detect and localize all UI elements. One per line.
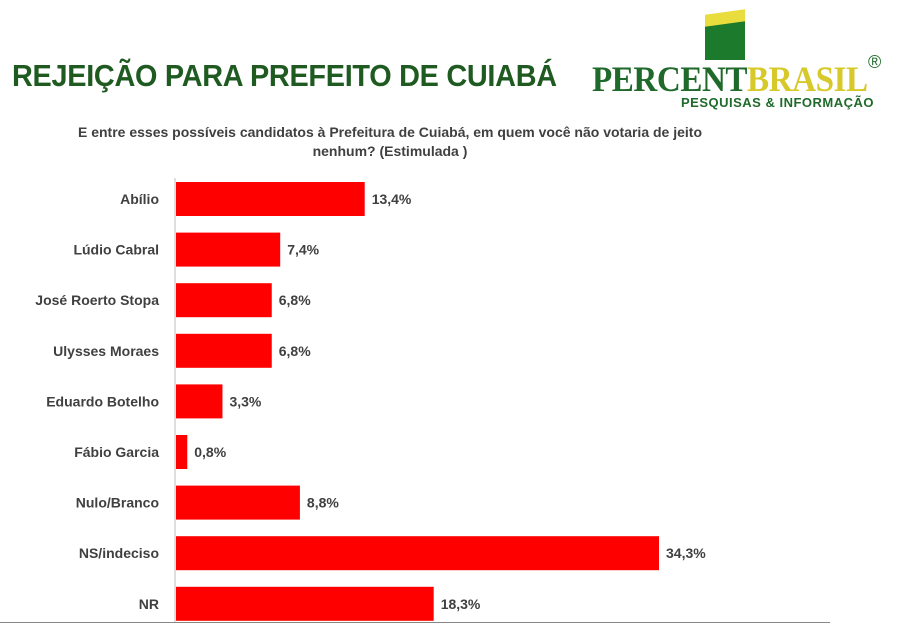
chart-question: E entre esses possíveis candidatos à Pre…	[77, 124, 702, 159]
value-label: 6,8%	[279, 292, 311, 308]
category-label: Abílio	[120, 191, 159, 207]
logo-tagline: PESQUISAS & INFORMAÇÃO	[681, 95, 875, 110]
value-label: 13,4%	[372, 191, 412, 207]
logo-wordmark: PERCENTBRASIL	[592, 58, 868, 100]
category-label: Nulo/Branco	[76, 495, 159, 511]
value-label: 8,8%	[307, 495, 339, 511]
bar	[176, 485, 300, 520]
bar	[176, 232, 281, 267]
bar	[176, 435, 188, 469]
category-label: José Roerto Stopa	[35, 292, 159, 308]
logo-word-brasil: BRASIL	[747, 59, 868, 99]
value-label: 34,3%	[666, 545, 706, 561]
category-label: Fábio Garcia	[74, 444, 159, 460]
value-label: 6,8%	[279, 343, 311, 359]
bar	[176, 586, 434, 621]
category-label: NR	[139, 596, 159, 612]
bar	[176, 283, 272, 318]
value-label: 3,3%	[229, 393, 261, 409]
value-label: 0,8%	[194, 444, 226, 460]
bar	[176, 384, 223, 419]
bar	[176, 182, 365, 216]
logo-word-percent: PERCENT	[592, 59, 748, 99]
percentbrasil-logo: PERCENTBRASIL ® PESQUISAS & INFORMAÇÃO	[588, 6, 888, 112]
value-label: 18,3%	[441, 596, 481, 612]
page-title: REJEIÇÃO PARA PREFEITO DE CUIABÁ	[12, 58, 557, 93]
value-label: 7,4%	[287, 242, 319, 258]
bottom-rule	[0, 622, 830, 623]
bar	[176, 333, 272, 368]
bar	[176, 536, 659, 571]
registered-mark: ®	[868, 52, 882, 72]
category-label: NS/indeciso	[79, 545, 159, 561]
category-label: Ulysses Moraes	[53, 343, 159, 359]
category-label: Lúdio Cabral	[73, 242, 159, 258]
category-label: Eduardo Botelho	[46, 393, 159, 409]
